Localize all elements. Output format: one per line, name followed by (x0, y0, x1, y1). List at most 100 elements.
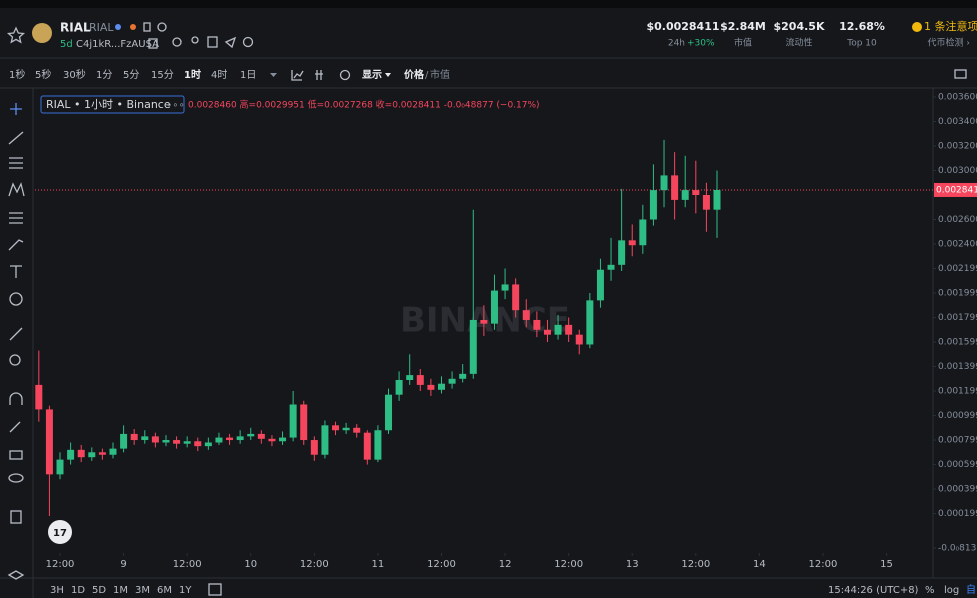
display-menu[interactable]: 显示 (362, 69, 382, 81)
line-tool[interactable] (8, 131, 24, 145)
candle-body (332, 425, 340, 431)
candle-body (215, 437, 223, 443)
y-tick-label: 0.0003999 (938, 485, 977, 495)
stat-value: $0.0028411 (646, 20, 719, 33)
range-button[interactable]: 1D (71, 585, 85, 596)
percent-toggle[interactable]: % (925, 585, 935, 596)
magnet-tool[interactable] (9, 392, 23, 405)
token-age: 5d (60, 39, 73, 50)
range-button[interactable]: 3H (50, 585, 64, 596)
candle-body (236, 436, 244, 441)
range-button[interactable]: 6M (157, 585, 172, 596)
candle-body (151, 436, 159, 443)
interval-button[interactable]: 1时 (184, 68, 201, 81)
y-tick-label: -0.0₀813 (938, 544, 976, 554)
candle-body (289, 404, 297, 438)
candle-body (173, 440, 181, 444)
candle-body (353, 427, 361, 433)
pencil-tool[interactable] (9, 421, 21, 433)
log-toggle[interactable]: log (944, 585, 959, 596)
interval-button[interactable]: 30秒 (63, 68, 86, 81)
projection-tool[interactable] (9, 212, 23, 224)
toolbar: 1秒 5秒 30秒 1分 5分 15分 1时 4时 1日 (9, 68, 256, 81)
candle-body (56, 459, 64, 475)
candle-body (533, 319, 541, 330)
candle-body (469, 319, 477, 374)
price-toggle[interactable]: 价格 (404, 68, 425, 81)
candle-body (575, 334, 583, 345)
stat-label: 24h (668, 39, 685, 49)
range-button[interactable]: 3M (135, 585, 150, 596)
stat-value: $2.84M (720, 20, 766, 33)
interval-button[interactable]: 1日 (240, 70, 256, 81)
y-tick-label: 0.0030000 (938, 166, 977, 176)
x-tick-label: 12:00 (46, 559, 75, 570)
y-tick-label: 0.0013999 (938, 362, 977, 372)
range-button[interactable]: 5D (92, 585, 106, 596)
candle-body (596, 269, 604, 301)
interval-button[interactable]: 1秒 (9, 68, 25, 81)
crosshair-tool[interactable] (10, 103, 22, 115)
emoji-tool[interactable] (9, 292, 23, 306)
legend-box[interactable] (40, 95, 185, 114)
dropdown-icon[interactable] (385, 73, 391, 77)
text-tool[interactable] (10, 265, 22, 278)
x-tick-label: 12:00 (809, 559, 838, 570)
dropdown-icon[interactable] (270, 73, 277, 77)
alert-sub[interactable]: 代币检测 › (928, 37, 970, 49)
pattern-tool[interactable] (8, 182, 25, 197)
candle-body (671, 175, 679, 200)
candle-body (130, 433, 138, 441)
trash-tool[interactable] (10, 510, 22, 524)
camera-icon[interactable] (954, 69, 967, 79)
tv-logo[interactable] (48, 520, 72, 544)
interval-button[interactable]: 5分 (123, 69, 139, 81)
badge (157, 22, 167, 32)
y-tick-label: 0.0019999 (938, 289, 977, 299)
settings-icon[interactable] (339, 69, 351, 81)
favorite-star[interactable] (6, 26, 26, 44)
telegram-icon[interactable] (224, 36, 237, 49)
stats: $0.0028411 24h +30% $2.84M 市值 $204.5K 流动性 12.68… (646, 20, 884, 49)
range-button[interactable]: 1M (113, 585, 128, 596)
ruler-tool[interactable] (9, 327, 23, 341)
eye-tool[interactable] (8, 473, 24, 483)
mcap-toggle[interactable]: 市值 (430, 68, 450, 81)
x-tick-label: 15 (880, 559, 893, 570)
interval-button[interactable]: 15分 (151, 69, 174, 81)
candle-icon[interactable] (315, 70, 323, 80)
candle-body (194, 441, 202, 447)
calendar-icon[interactable] (208, 583, 222, 596)
interval-button[interactable]: 5秒 (35, 68, 51, 81)
copy-icon[interactable] (148, 38, 158, 49)
fib-tool[interactable] (9, 157, 23, 169)
candle-body (406, 375, 414, 381)
interval-button[interactable]: 4时 (211, 69, 227, 81)
x-tick-label: 12:00 (427, 559, 456, 570)
stat-value: $204.5K (774, 20, 825, 33)
x-tick-label: 12:00 (173, 559, 202, 570)
range-button[interactable]: 1Y (179, 585, 192, 596)
interval-button[interactable]: 1分 (96, 69, 112, 81)
token-address[interactable]: C4j1kR...FzAUSA (76, 39, 159, 50)
y-tick-label: 0.0009999 (938, 411, 977, 421)
brush-tool[interactable] (8, 239, 24, 251)
indicator-icon[interactable] (291, 70, 304, 81)
candle-body (607, 264, 615, 270)
alert[interactable]: 1 条注意项 (924, 19, 977, 33)
user-icon[interactable] (191, 36, 199, 44)
candle-body (427, 384, 435, 390)
layers-tool[interactable] (7, 570, 25, 580)
auto-toggle[interactable]: 自 (966, 583, 976, 596)
icon[interactable] (207, 36, 218, 48)
zoom-tool[interactable] (9, 354, 21, 366)
web-icon[interactable] (242, 36, 254, 48)
legend-more[interactable]: ∘∘∘ (166, 100, 185, 111)
last-price-tag (934, 182, 977, 197)
candle-body (692, 190, 700, 195)
y-tick-label: 0.0034000 (938, 117, 977, 127)
x-tick-label: 12:00 (681, 559, 710, 570)
search-icon[interactable] (172, 37, 182, 47)
lock-tool[interactable] (9, 450, 23, 460)
y-tick-label: 0.0005999 (938, 460, 977, 470)
